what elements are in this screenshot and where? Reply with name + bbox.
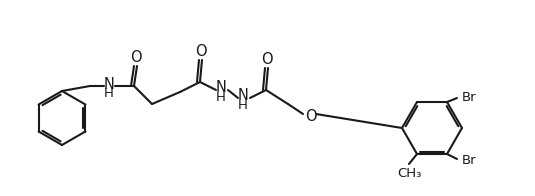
Text: Br: Br bbox=[462, 91, 476, 103]
Text: N: N bbox=[104, 76, 114, 92]
Text: O: O bbox=[130, 50, 142, 64]
Text: O: O bbox=[305, 109, 317, 123]
Text: CH₃: CH₃ bbox=[397, 167, 421, 181]
Text: N: N bbox=[216, 80, 226, 94]
Text: H: H bbox=[238, 99, 248, 112]
Text: H: H bbox=[216, 91, 226, 103]
Text: Br: Br bbox=[462, 154, 476, 167]
Text: H: H bbox=[104, 86, 114, 100]
Text: O: O bbox=[195, 44, 207, 58]
Text: N: N bbox=[238, 87, 248, 103]
Text: O: O bbox=[261, 52, 273, 66]
